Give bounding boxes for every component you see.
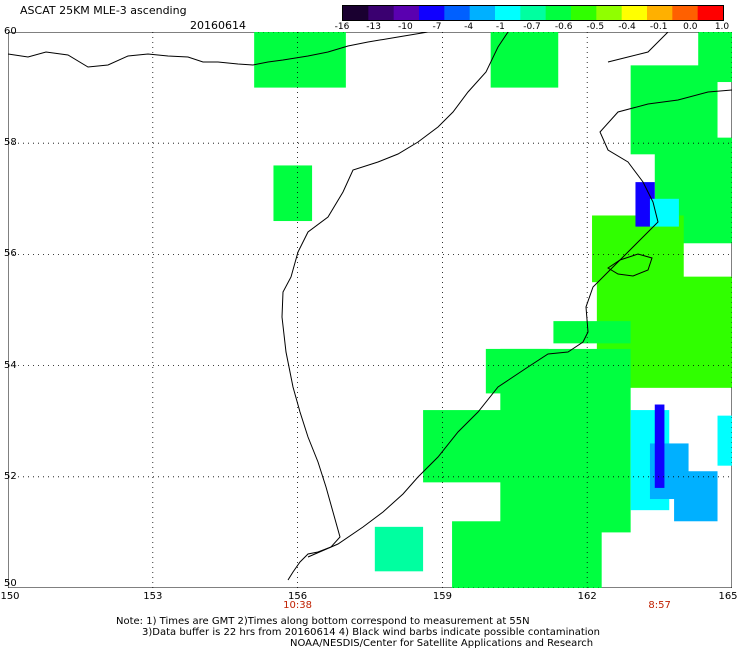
wind-data-patch bbox=[374, 526, 424, 572]
wind-data-patch bbox=[254, 32, 346, 88]
colorbar-swatch bbox=[697, 6, 723, 20]
colorbar-swatch bbox=[596, 6, 623, 20]
longitude-label: 150 bbox=[0, 591, 20, 602]
coastline-north bbox=[8, 32, 429, 68]
colorbar-label: -0.7 bbox=[523, 22, 541, 32]
colorbar-label: 1.0 bbox=[714, 22, 730, 32]
wind-data-patch bbox=[649, 198, 679, 227]
coastline-kamchatka-east bbox=[307, 89, 732, 558]
colorbar-label: -10 bbox=[397, 22, 413, 32]
colorbar-swatch bbox=[368, 6, 395, 20]
colorbar-label: -0.5 bbox=[586, 22, 605, 32]
colorbar-swatch bbox=[520, 6, 547, 20]
colorbar-swatch bbox=[419, 6, 445, 20]
colorbar-label: -0.1 bbox=[649, 22, 668, 32]
map-title: ASCAT 25KM MLE-3 ascending bbox=[20, 4, 187, 17]
colorbar-label: -0.6 bbox=[554, 22, 573, 32]
colorbar-labels: -16 -13 -10 -7 -4 -1 -0.7 -0.6 -0.5 -0.4 -0.1 0.0 1.… bbox=[330, 22, 735, 36]
note-line-2: 3)Data buffer is 22 hrs from 20160614 4)… bbox=[142, 627, 600, 638]
colorbar-swatch bbox=[495, 6, 521, 20]
coastline-koryak bbox=[607, 32, 669, 63]
colorbar-swatch bbox=[545, 6, 572, 20]
pass-time-label: 8:57 bbox=[648, 600, 671, 611]
colorbar-swatch bbox=[647, 6, 673, 20]
colorbar-swatch bbox=[343, 6, 369, 20]
colorbar-label: -0.4 bbox=[618, 22, 636, 32]
latitude-label: 60 bbox=[4, 26, 17, 37]
longitude-label: 153 bbox=[143, 591, 163, 602]
data-patches bbox=[254, 32, 732, 588]
latitude-label: 54 bbox=[4, 359, 17, 371]
colorbar-swatch bbox=[571, 6, 597, 20]
latitude-label: 52 bbox=[4, 470, 17, 482]
wind-data-patch bbox=[674, 471, 718, 522]
longitude-label: 159 bbox=[432, 591, 452, 602]
colorbar bbox=[342, 5, 724, 21]
colorbar-label: 0.0 bbox=[683, 22, 698, 32]
longitude-label: 165 bbox=[718, 591, 738, 602]
colorbar-label: -7 bbox=[432, 22, 442, 32]
wind-data-patch bbox=[273, 165, 313, 222]
graticule bbox=[8, 32, 732, 588]
colorbar-swatch bbox=[393, 6, 420, 20]
colorbar-label: -13 bbox=[366, 22, 382, 32]
longitude-label: 156 bbox=[288, 591, 308, 602]
coastline-kamchatka-west bbox=[281, 32, 509, 581]
colorbar-swatch bbox=[621, 6, 648, 20]
colorbar-swatch bbox=[672, 6, 699, 20]
latitude-label: 50 bbox=[4, 578, 17, 589]
longitude-label: 162 bbox=[577, 591, 597, 602]
wind-data-patch bbox=[717, 415, 732, 466]
coastline bbox=[8, 32, 732, 581]
latitude-label: 56 bbox=[4, 248, 17, 260]
wind-data-patch bbox=[423, 410, 525, 483]
colorbar-label: -4 bbox=[464, 22, 474, 32]
colorbar-swatch bbox=[469, 6, 496, 20]
wind-data-patch bbox=[553, 321, 631, 344]
wind-data-patch bbox=[654, 404, 665, 488]
note-line-3: NOAA/NESDIS/Center for Satellite Applica… bbox=[290, 638, 594, 649]
wind-data-patch bbox=[485, 348, 549, 394]
latitude-label: 58 bbox=[4, 137, 17, 149]
colorbar-swatch bbox=[444, 6, 471, 20]
colorbar-label: -1 bbox=[495, 22, 505, 32]
note-line-1: Note: 1) Times are GMT 2)Times along bot… bbox=[116, 616, 530, 627]
wind-data-patch bbox=[490, 32, 559, 88]
coastline-island bbox=[607, 253, 653, 277]
pass-time-label: 10:38 bbox=[283, 600, 313, 611]
colorbar-label: -16 bbox=[334, 22, 350, 32]
wind-data-patch bbox=[452, 521, 602, 588]
map-date: 20160614 bbox=[190, 19, 246, 32]
wind-map bbox=[8, 32, 732, 588]
